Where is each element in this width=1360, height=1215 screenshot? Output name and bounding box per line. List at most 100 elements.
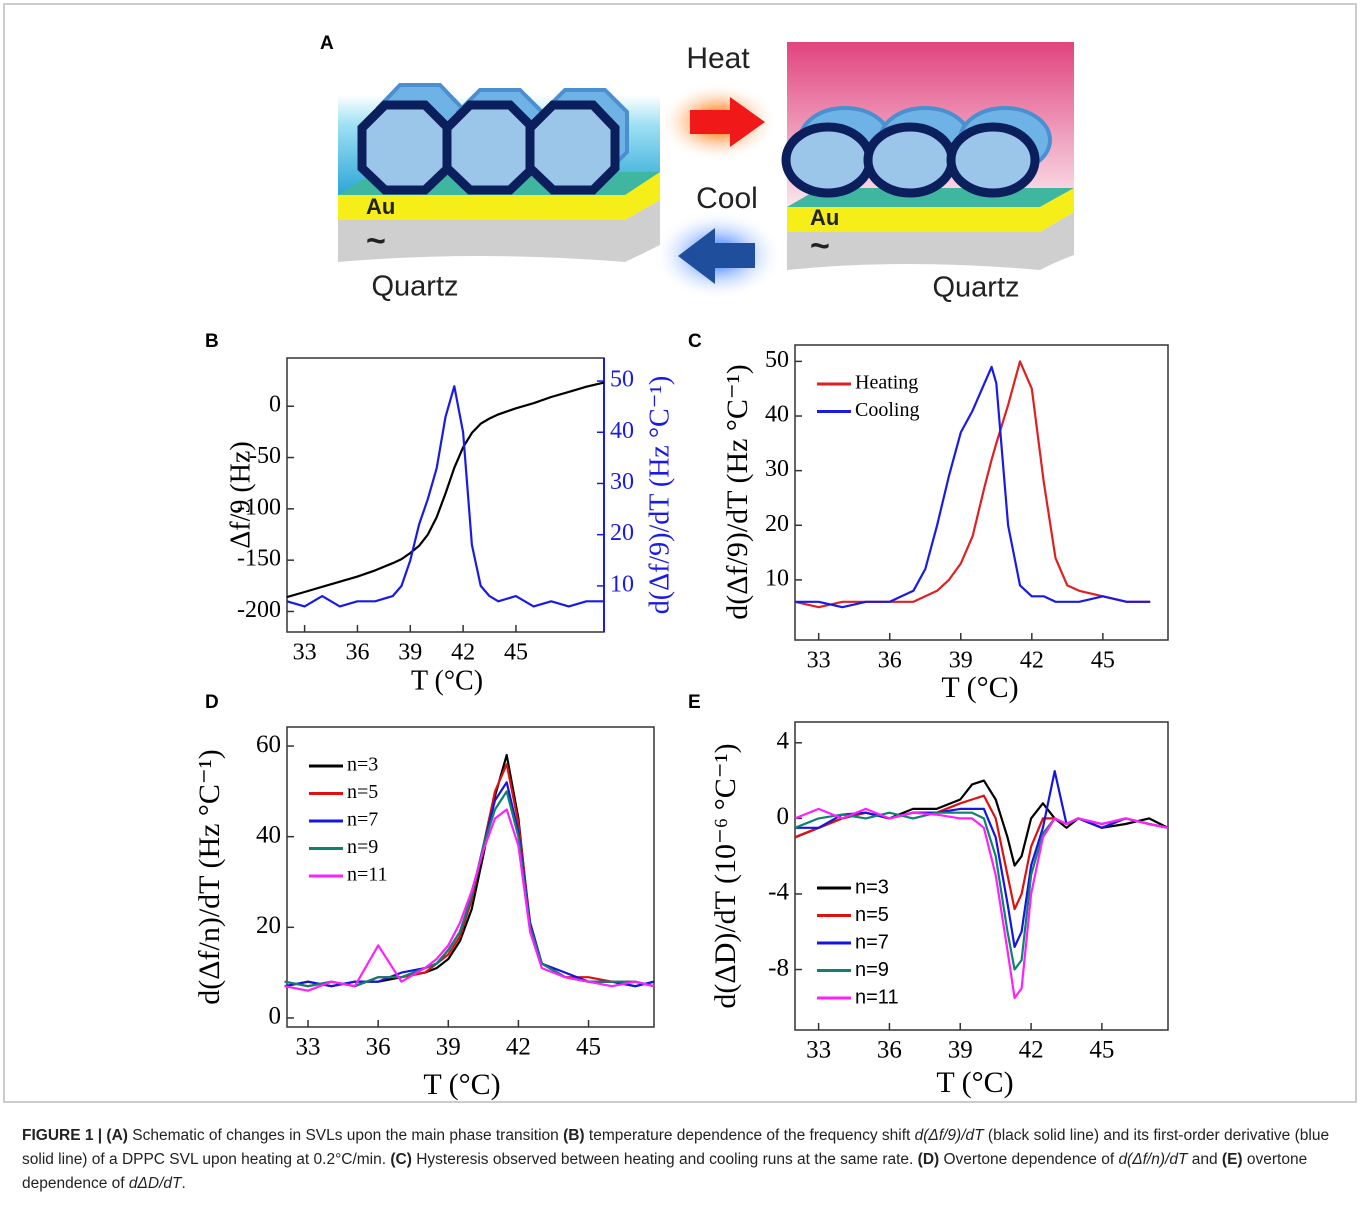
au-label: Au — [366, 194, 395, 219]
x-tick-label: 36 — [366, 1034, 391, 1061]
y-tick-label: -4 — [768, 879, 789, 906]
vesicle — [781, 122, 875, 198]
y-tick-label: 50 — [765, 347, 789, 373]
caption-run: FIGURE 1 | (A) — [22, 1127, 128, 1144]
caption-run: (C) — [390, 1151, 412, 1168]
gold-layer — [338, 172, 660, 220]
caption-run: (E) — [1221, 1151, 1243, 1168]
caption-run: Hysteresis observed between heating and … — [411, 1151, 918, 1168]
x-tick-label: 42 — [1020, 648, 1044, 674]
caption-run: Overtone dependence of — [939, 1151, 1119, 1168]
x-tick-label: 42 — [451, 640, 475, 666]
x-tick-label: 33 — [807, 648, 831, 674]
y-tick-label: -150 — [237, 546, 281, 572]
y-axis-label: d(Δf/n)/dT (Hz °C⁻¹) — [193, 749, 226, 1005]
plot-frame — [286, 726, 655, 1028]
x-tick-label: 39 — [398, 640, 422, 666]
y-tick-label: 60 — [256, 731, 281, 758]
caption-run: overtone dependence of — [22, 1151, 1308, 1192]
data-line — [284, 781, 655, 988]
data-line — [794, 360, 1151, 609]
x-tick-label: 39 — [948, 1037, 973, 1064]
y2-tick-label: 50 — [610, 367, 634, 393]
legend-label: n=5 — [347, 781, 378, 803]
legend-label: Heating — [855, 372, 918, 394]
y2-axis-label: d(Δf/9)/dT (Hz °C⁻¹) — [644, 376, 675, 614]
vesicle — [525, 100, 620, 195]
au-label: Au — [810, 205, 839, 230]
x-tick-label: 45 — [1091, 648, 1115, 674]
x-tick-label: 36 — [345, 640, 369, 666]
y2-tick-label: 20 — [610, 520, 634, 546]
x-tick-label: 42 — [506, 1034, 531, 1061]
y-tick-label: -200 — [237, 597, 281, 623]
y-tick-label: 0 — [269, 1003, 282, 1030]
legend-label: n=11 — [855, 986, 899, 1008]
legend-label: n=7 — [347, 809, 378, 831]
data-line — [286, 381, 605, 599]
figure-frame — [3, 3, 1357, 1103]
caption-run: Schematic of changes in SVLs upon the ma… — [127, 1127, 564, 1144]
x-tick-label: 33 — [293, 640, 317, 666]
panel-label: A — [320, 33, 334, 54]
x-axis-label: T (°C) — [936, 1066, 1013, 1099]
legend-label: n=11 — [347, 864, 388, 886]
y-tick-label: 40 — [765, 402, 789, 428]
plot-frame — [794, 344, 1169, 641]
data-line — [795, 365, 1151, 609]
cool-arrow — [678, 228, 755, 284]
data-line — [795, 770, 1169, 948]
y-tick-label: 20 — [256, 912, 281, 939]
caption-run: and — [1187, 1151, 1222, 1168]
data-line — [284, 754, 655, 988]
x-tick-label: 39 — [949, 648, 973, 674]
x-axis-label: T (°C) — [411, 665, 483, 696]
legend-label: n=9 — [855, 959, 889, 981]
x-tick-label: 45 — [576, 1034, 601, 1061]
plot-frame — [794, 721, 1169, 1031]
y2-tick-label: 40 — [610, 418, 634, 444]
legend-label: n=3 — [855, 876, 889, 898]
caption-run: temperature dependence of the frequency … — [584, 1127, 915, 1144]
vesicle — [442, 100, 538, 195]
x-axis-label: T (°C) — [941, 671, 1018, 704]
caption-run: . — [181, 1175, 186, 1192]
gold-layer — [787, 188, 1074, 232]
y-tick-label: 10 — [765, 565, 789, 591]
y2-tick-label: 10 — [610, 571, 634, 597]
vesicle — [946, 122, 1040, 198]
caption-run: (D) — [917, 1151, 940, 1168]
tilde: ~ — [366, 222, 386, 260]
vesicle — [863, 122, 957, 198]
y-tick-label: 0 — [269, 392, 281, 418]
panel-label: B — [205, 331, 219, 352]
heat-label: Heat — [686, 42, 750, 75]
panel-label: C — [688, 331, 702, 352]
heat-arrow — [690, 97, 765, 147]
x-tick-label: 45 — [504, 640, 528, 666]
caption-run: d(Δf/9)/dT — [914, 1127, 984, 1144]
y-tick-label: -50 — [249, 443, 281, 469]
figure: A Heat Cool Au ~ Quartz Au ~ Quartz B 33 3… — [3, 3, 1357, 1103]
caption-run: (black solid line) and its first-order d… — [22, 1127, 1330, 1168]
data-line — [286, 385, 604, 608]
caption-run: (B) — [563, 1127, 585, 1144]
y-tick-label: 30 — [765, 456, 789, 482]
caption-run: dΔD/dT — [128, 1175, 182, 1192]
x-tick-label: 33 — [806, 1037, 831, 1064]
x-tick-label: 39 — [436, 1034, 461, 1061]
y-tick-label: 4 — [777, 728, 790, 755]
legend-label: n=7 — [855, 931, 889, 953]
caption: FIGURE 1 | (A) Schematic of changes in S… — [22, 1124, 1340, 1196]
y-tick-label: -8 — [768, 954, 789, 981]
y-tick-label: 0 — [777, 803, 790, 830]
data-line — [794, 811, 1169, 971]
x-tick-label: 36 — [878, 648, 902, 674]
y-axis-label: d(Δf/9)/dT (Hz °C⁻¹) — [721, 364, 754, 620]
legend-label: n=5 — [855, 904, 889, 926]
vesicle — [357, 100, 453, 195]
x-tick-label: 36 — [877, 1037, 902, 1064]
data-line — [284, 808, 655, 992]
legend-label: Cooling — [855, 399, 919, 421]
